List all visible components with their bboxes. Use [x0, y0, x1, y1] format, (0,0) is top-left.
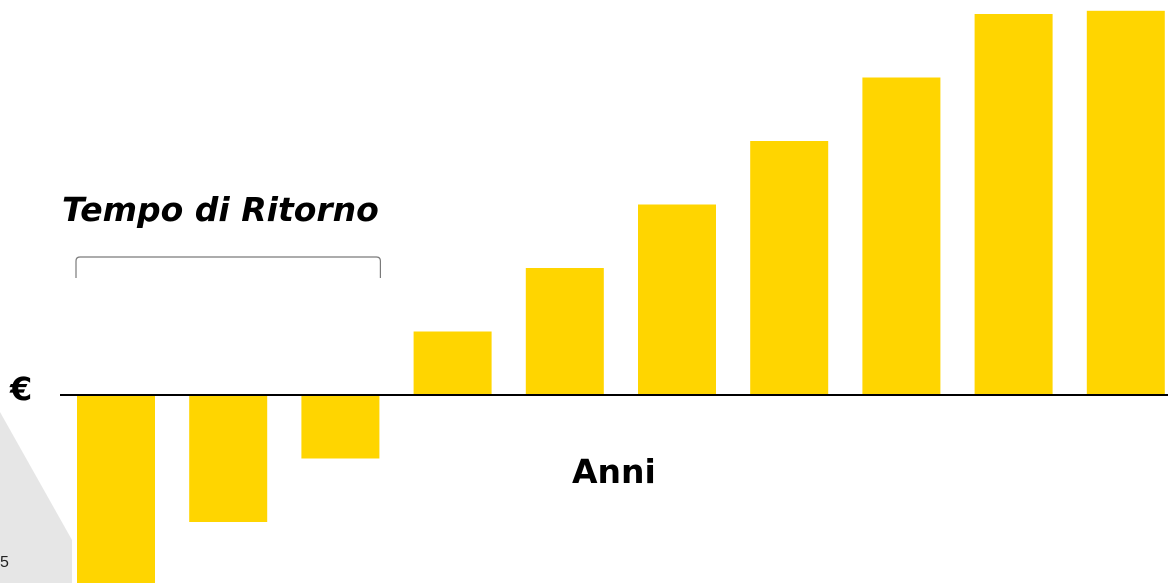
bar-year-3 [301, 395, 380, 459]
bars-group [77, 10, 1165, 583]
bar-year-9 [974, 14, 1053, 395]
bar-year-10 [1086, 10, 1165, 396]
bar-year-1 [77, 395, 155, 583]
bar-year-2 [189, 395, 268, 522]
bar-year-5 [525, 268, 604, 395]
page-number: 5 [0, 554, 9, 571]
payback-period-bracket [75, 256, 381, 278]
bar-year-7 [750, 141, 829, 395]
payback-period-annotation: Tempo di Ritorno [62, 190, 379, 229]
x-axis-label: Anni [572, 452, 656, 491]
y-axis-label: € [10, 370, 33, 408]
bar-year-8 [862, 77, 941, 395]
bar-year-4 [413, 331, 492, 395]
bar-year-6 [638, 204, 716, 395]
